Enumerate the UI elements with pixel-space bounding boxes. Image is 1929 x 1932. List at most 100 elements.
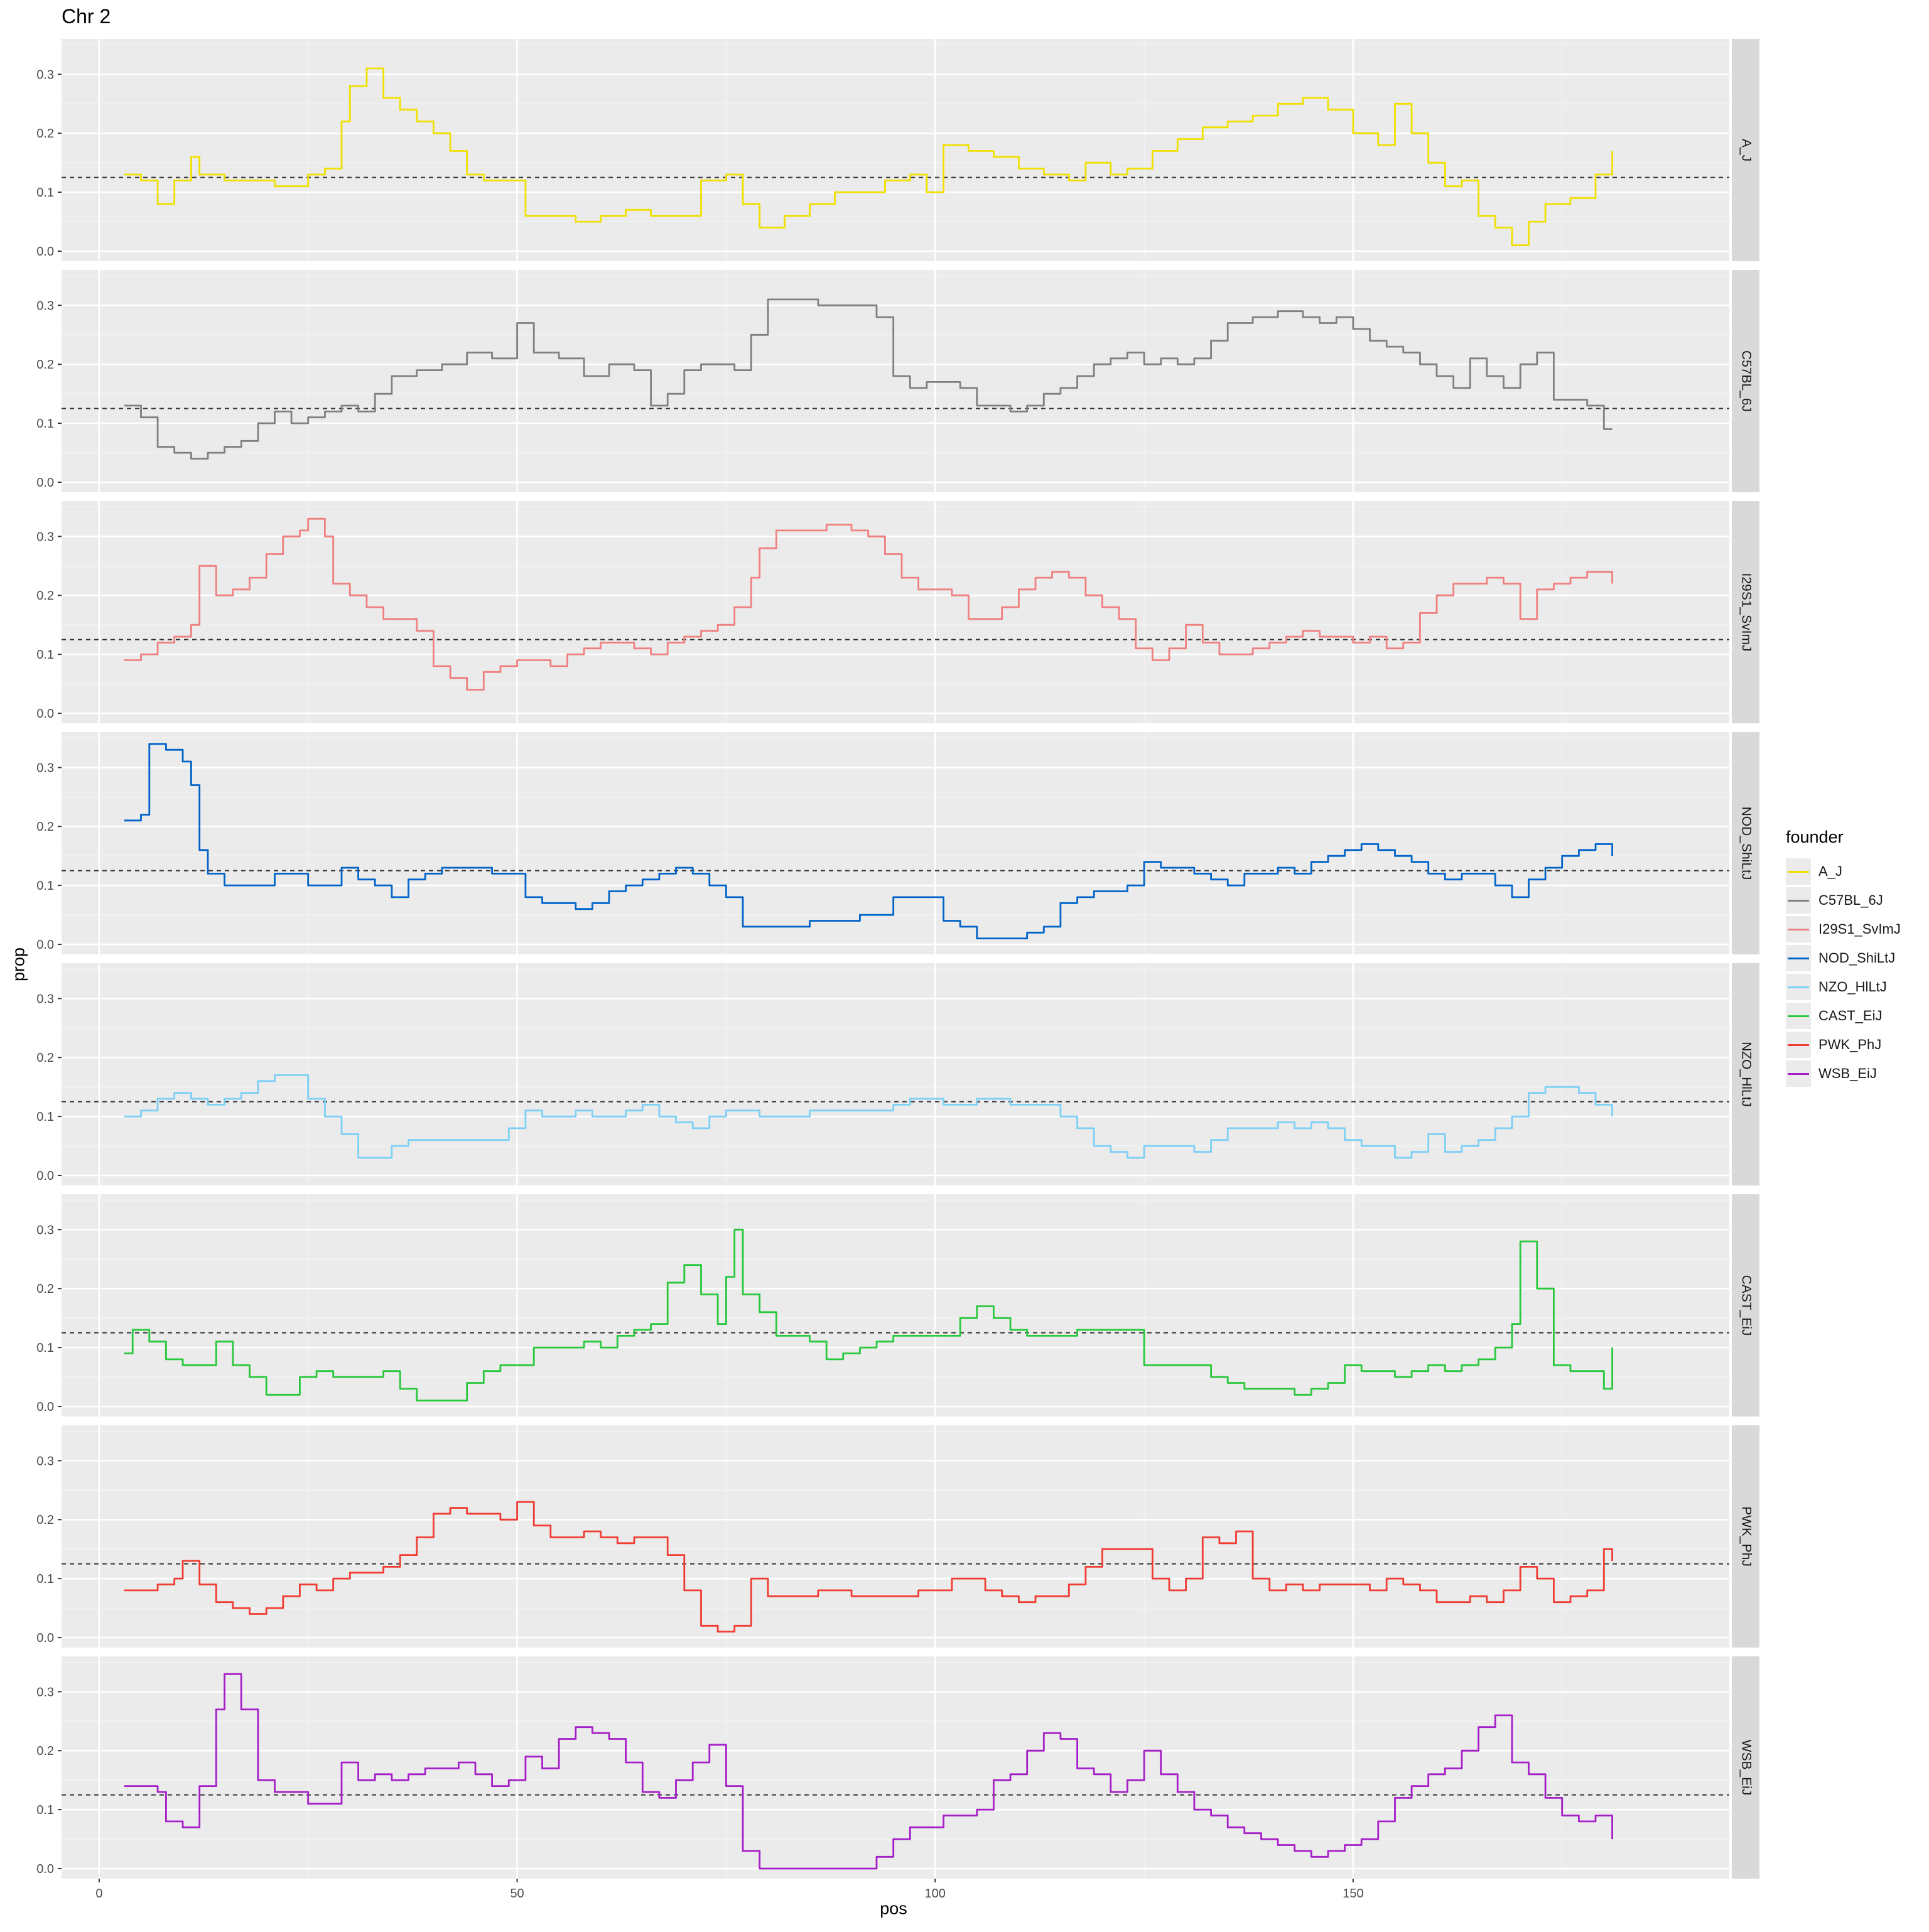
legend-label: PWK_PhJ [1818,1037,1882,1052]
legend-label: CAST_EiJ [1818,1008,1883,1023]
legend-item-NZO_HlLtJ: NZO_HlLtJ [1786,973,1901,1001]
y-tick-label: 0.0 [36,1862,54,1876]
y-tick-label: 0.0 [36,1631,54,1645]
y-tick-label: 0.3 [36,1454,54,1468]
legend-swatch [1788,1044,1809,1046]
y-tick-label: 0.0 [36,1400,54,1414]
legend-items: A_J C57BL_6J I29S1_SvImJ NOD_ShiLtJ NZO_HlLt… [1786,857,1901,1088]
y-tick-label: 0.1 [36,186,54,200]
legend-key [1786,1060,1811,1087]
y-tick-label: 0.3 [36,68,54,82]
y-tick-label: 0.1 [36,1572,54,1586]
panel-WSB_EiJ: 0.0 0.1 0.2 0.3 WSB_EiJ [36,1656,1759,1879]
y-tick-label: 0.3 [36,530,54,544]
legend-swatch [1788,958,1809,959]
legend-key [1786,974,1811,1000]
legend-swatch [1788,929,1809,931]
strip-label: CAST_EiJ [1739,1275,1753,1336]
legend-label: NZO_HlLtJ [1818,979,1887,995]
chart-title: Chr 2 [62,5,111,28]
legend-item-WSB_EiJ: WSB_EiJ [1786,1059,1901,1088]
strip-background [1732,1194,1759,1417]
panel-background [62,1656,1729,1879]
legend-key [1786,916,1811,942]
legend-label: WSB_EiJ [1818,1066,1877,1081]
y-tick-label: 0.0 [36,938,54,952]
y-tick-label: 0.3 [36,1223,54,1237]
y-tick-label: 0.3 [36,761,54,775]
y-tick-label: 0.1 [36,417,54,431]
legend-item-I29S1_SvImJ: I29S1_SvImJ [1786,915,1901,944]
series-line-NOD_ShiLtJ [124,743,1613,939]
legend-swatch [1788,900,1809,902]
series-line-I29S1_SvImJ [124,517,1613,691]
strip-background [1732,270,1759,492]
x-tick-label: 50 [510,1887,524,1901]
panel-background [62,1194,1729,1417]
y-tick-label: 0.2 [36,1744,54,1758]
panel-background [62,270,1729,492]
legend-swatch [1788,871,1809,873]
legend-item-CAST_EiJ: CAST_EiJ [1786,1001,1901,1030]
panel-background [62,963,1729,1185]
y-tick-label: 0.1 [36,1110,54,1124]
strip-background [1732,39,1759,261]
y-tick-label: 0.2 [36,358,54,372]
y-tick-label: 0.0 [36,707,54,721]
panel-background [62,1425,1729,1648]
y-tick-label: 0.2 [36,1513,54,1527]
panel-background [62,501,1729,723]
strip-label: A_J [1739,139,1753,161]
series-line-C57BL_6J [124,298,1613,460]
y-tick-label: 0.3 [36,992,54,1006]
x-tick-label: 150 [1343,1887,1363,1901]
strip-background [1732,732,1759,954]
legend-item-A_J: A_J [1786,857,1901,886]
y-tick-label: 0.2 [36,589,54,603]
panel-PWK_PhJ: 0.0 0.1 0.2 0.3 PWK_PhJ [36,1425,1759,1648]
strip-background [1732,963,1759,1185]
strip-label: NZO_HlLtJ [1739,1042,1753,1107]
legend-key [1786,1003,1811,1029]
legend-swatch [1788,986,1809,988]
y-tick-label: 0.1 [36,1803,54,1817]
panel-CAST_EiJ: 0.0 0.1 0.2 0.3 CAST_EiJ [36,1194,1759,1417]
panel-background [62,732,1729,954]
x-axis-title: pos [880,1899,907,1918]
y-axis-title: prop [9,947,28,982]
x-tick-label: 100 [925,1887,946,1901]
legend-key [1786,1032,1811,1058]
legend-item-PWK_PhJ: PWK_PhJ [1786,1030,1901,1059]
strip-label: NOD_ShiLtJ [1739,807,1753,880]
strip-background [1732,501,1759,723]
strip-label: PWK_PhJ [1739,1506,1753,1567]
series-line-PWK_PhJ [124,1501,1613,1632]
legend-item-C57BL_6J: C57BL_6J [1786,886,1901,915]
strip-label: I29S1_SvImJ [1739,573,1753,652]
legend: founder A_J C57BL_6J I29S1_SvImJ NOD_ShiLtJ… [1786,828,1901,1088]
y-tick-label: 0.1 [36,879,54,893]
legend-swatch [1788,1073,1809,1075]
series-line-CAST_EiJ [124,1228,1613,1401]
y-tick-label: 0.3 [36,299,54,313]
panel-I29S1_SvImJ: 0.0 0.1 0.2 0.3 I29S1_SvImJ [36,501,1759,723]
x-tick-label: 0 [95,1887,102,1901]
y-tick-label: 0.1 [36,648,54,662]
legend-label: I29S1_SvImJ [1818,921,1901,937]
legend-item-NOD_ShiLtJ: NOD_ShiLtJ [1786,944,1901,973]
legend-title: founder [1786,828,1844,846]
y-tick-label: 0.0 [36,476,54,490]
y-tick-label: 0.2 [36,1051,54,1065]
y-tick-label: 0.3 [36,1685,54,1699]
legend-key [1786,945,1811,971]
legend-key [1786,887,1811,914]
panel-NOD_ShiLtJ: 0.0 0.1 0.2 0.3 NOD_ShiLtJ [36,732,1759,954]
panel-background [62,39,1729,261]
legend-key [1786,858,1811,885]
series-line-NZO_HlLtJ [124,1074,1613,1159]
series-line-WSB_EiJ [124,1673,1613,1870]
legend-label: NOD_ShiLtJ [1818,950,1896,966]
y-tick-label: 0.1 [36,1341,54,1355]
